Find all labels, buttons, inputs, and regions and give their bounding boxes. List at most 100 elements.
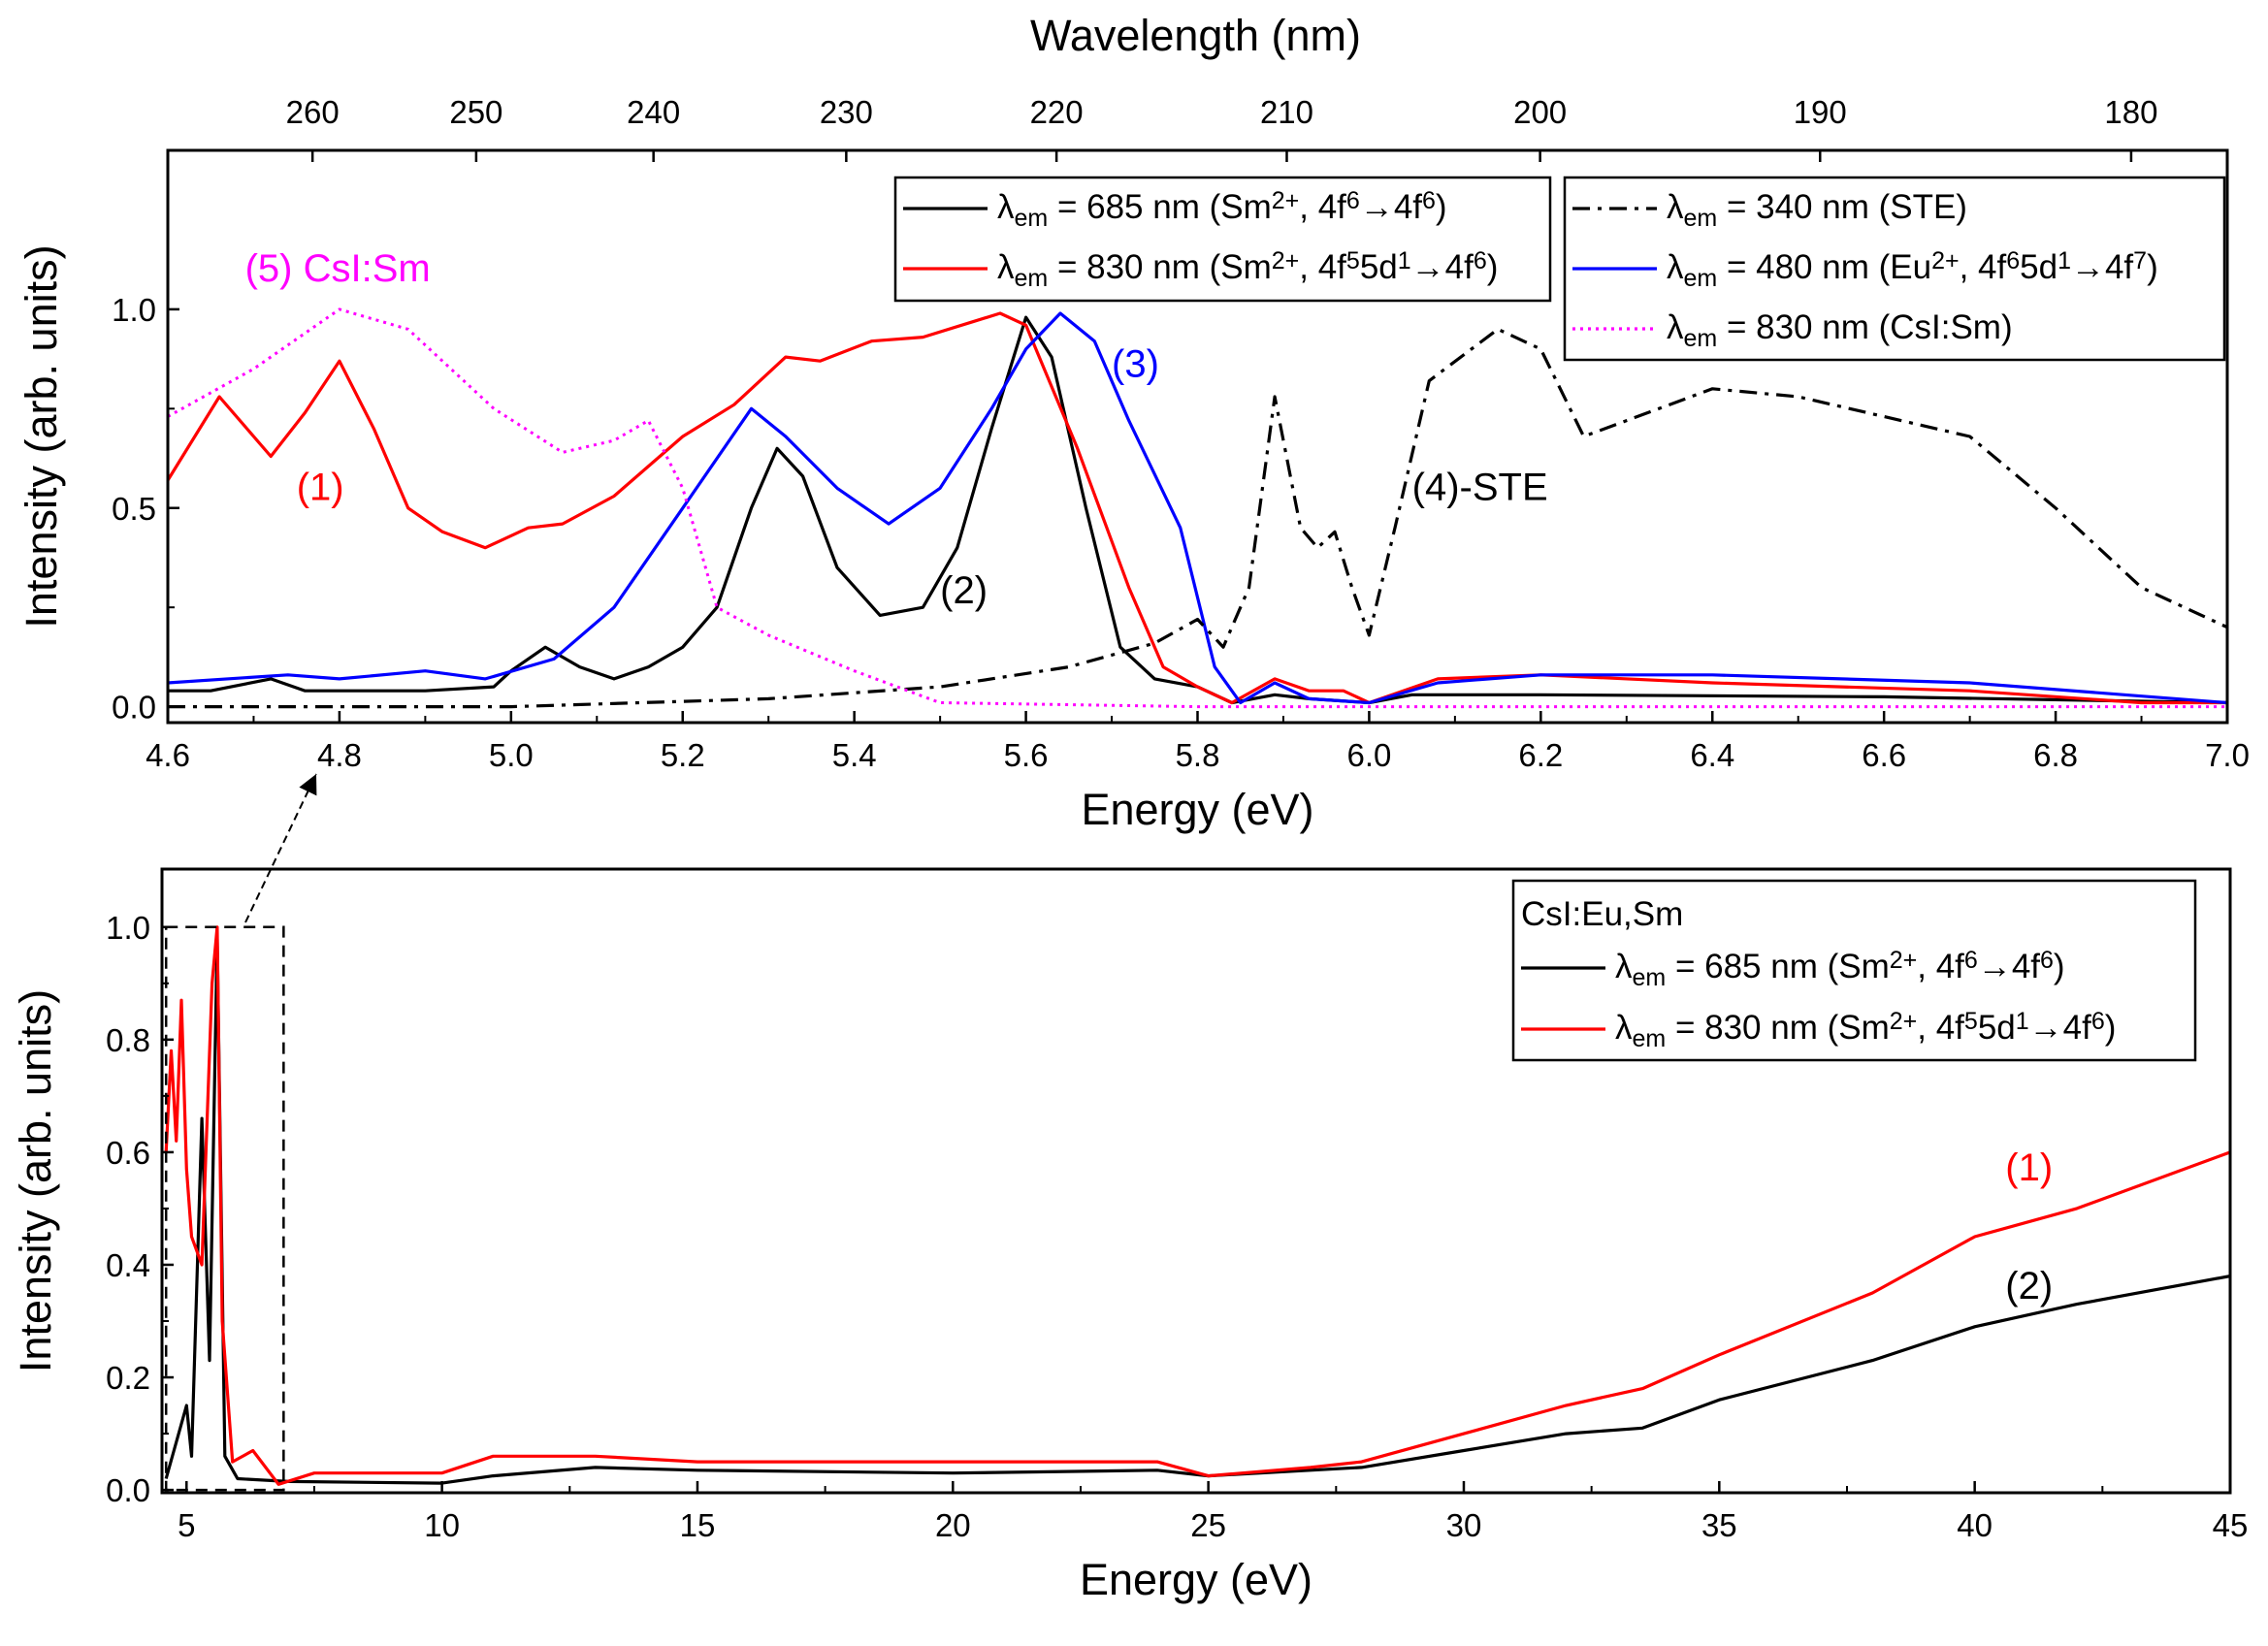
legend-label-segment: em [1684,205,1718,232]
x-tick-label: 6.6 [1862,737,1906,773]
x-tick-label: 6.8 [2033,737,2078,773]
legend-label-segment: 6 [1422,187,1436,214]
y-axis-title: Intensity (arb. units) [16,244,66,628]
x-tick-label: 30 [1446,1507,1482,1543]
x-axis-title: Energy (eV) [1081,785,1313,834]
x-tick-label: 5.6 [1004,737,1049,773]
x-tick-label: 6.2 [1518,737,1563,773]
x-tick-label: 5.2 [661,737,705,773]
plot-frame [160,867,2232,1495]
x-tick-label: 10 [424,1507,460,1543]
legend-label-segment: em [1015,265,1049,292]
legend-label-segment: λ [1667,248,1684,286]
legend-label-segment: = 340 nm (STE) [1717,188,1967,226]
y-tick-label: 0.4 [106,1247,150,1283]
y-tick-label: 1.0 [112,292,156,328]
x-tick-label: 4.6 [146,737,190,773]
x-tick-label: 20 [935,1507,971,1543]
annotation-label: (2) [940,569,988,612]
bottom-plot: 5 10 15 20 25 30 35 40 450.00.20.40.60.81.0Energ… [11,773,2248,1604]
top-x-tick-label: 220 [1030,94,1084,130]
legend-label-segment: 2+ [1890,947,1918,974]
y-tick-label: 0.2 [106,1360,150,1396]
legend-label: λem = 685 nm (Sm2+, 4f6→4f6) [1615,947,2065,991]
legend-label: λem = 830 nm (CsI:Sm) [1667,308,2013,352]
legend-label-segment: 5d [1978,1009,2016,1047]
legend-box: λem = 340 nm (STE)λem = 480 nm (Eu2+, 4f… [1563,176,2226,362]
legend-frame [1511,879,2197,1062]
legend-label: λem = 685 nm (Sm2+, 4f6→4f6) [997,187,1447,232]
legend-title: CsI:Eu,Sm [1521,895,1683,933]
legend-label-segment: = 830 nm (Sm [1666,1009,1890,1047]
legend-label-segment: em [1684,265,1718,292]
series-line-0 [168,315,2227,705]
annotation-label: (3) [1112,343,1159,386]
y-tick-label: 0.0 [112,690,156,726]
legend-label-segment: , 4f [1299,248,1346,286]
legend-label-segment: em [1633,1025,1667,1052]
legend-label-segment: = 830 nm (Sm [1048,248,1272,286]
x-tick-label: 35 [1701,1507,1737,1543]
series-line-1 [164,925,2230,1486]
legend-label-segment: 6 [1346,187,1360,214]
y-tick-label: 1.0 [106,910,150,946]
x-tick-label: 5.4 [832,737,877,773]
legend-label-segment: = 830 nm (CsI:Sm) [1717,308,2012,346]
legend-label-segment: , 4f [1960,248,2007,286]
y-tick-label: 0.8 [106,1022,150,1058]
x-tick-label: 7.0 [2205,737,2250,773]
legend-label-segment: λ [1667,308,1684,346]
legend-label-segment: λ [1667,188,1684,226]
legend-label-segment: , 4f [1917,1009,1964,1047]
legend-label-segment: λ [1615,1009,1633,1047]
y-tick-label: 0.6 [106,1135,150,1171]
y-tick-label: 0.0 [106,1472,150,1508]
legend-label: λem = 830 nm (Sm2+, 4f55d1→4f6) [1615,1008,2116,1052]
legend-label-segment: 1 [2057,247,2071,274]
legend-label-segment: 5d [1360,248,1398,286]
top-x-tick-label: 240 [627,94,680,130]
annotation-label: (2) [2005,1265,2053,1307]
legend-frame [893,176,1552,303]
top-x-tick-label: 260 [286,94,340,130]
legend-label-segment: 7 [2133,247,2147,274]
annotation-label: (5) CsI:Sm [245,247,431,290]
x-tick-label: 6.4 [1690,737,1734,773]
annotation-label: (1) [297,467,344,509]
x-tick-label: 5 [178,1507,195,1543]
x-tick-label: 5.8 [1176,737,1220,773]
legend-label-segment: λ [1615,948,1633,985]
legend-label-segment: 6 [2091,1008,2105,1035]
y-tick-label: 0.5 [112,491,156,527]
zoom-arrow [244,773,317,923]
legend-label: λem = 340 nm (STE) [1667,188,1967,232]
annotation-label: (1) [2005,1146,2053,1189]
top-plot: 4.6 4.8 5.0 5.2 5.4 5.6 5.8 6.0 6.2 6.4 6.6 6.8 7.0 0… [16,11,2250,834]
x-tick-label: 4.8 [317,737,362,773]
legend-label-segment: →4f [1411,248,1474,286]
top-x-tick-label: 180 [2104,94,2157,130]
legend-label-segment: = 480 nm (Eu [1717,248,1931,286]
legend-label-segment: 6 [2040,947,2054,974]
legend-label-segment: = 685 nm (Sm [1048,188,1272,226]
top-x-tick-label: 190 [1794,94,1847,130]
top-x-tick-label: 250 [449,94,502,130]
legend-label-segment: 5d [2020,248,2057,286]
legend-label-segment: ) [1436,188,1447,226]
top-x-tick-label: 230 [820,94,873,130]
legend-label-segment: 2+ [1890,1008,1918,1035]
legend-label-segment: ) [2105,1009,2117,1047]
legend-label-segment: λ [997,248,1015,286]
top-x-tick-label: 210 [1260,94,1313,130]
legend-label-segment: 5 [1346,247,1360,274]
legend-label-segment: →4f [1978,948,2040,985]
legend-label-segment: em [1015,205,1049,232]
series-line-3 [168,327,2227,709]
legend-label-segment: 1 [1398,247,1411,274]
legend-label-segment: em [1633,964,1667,991]
series-line-1 [168,311,2227,705]
x-tick-label: 15 [680,1507,716,1543]
legend-label-segment: →4f [1360,188,1422,226]
legend-label-segment: 6 [1474,247,1487,274]
